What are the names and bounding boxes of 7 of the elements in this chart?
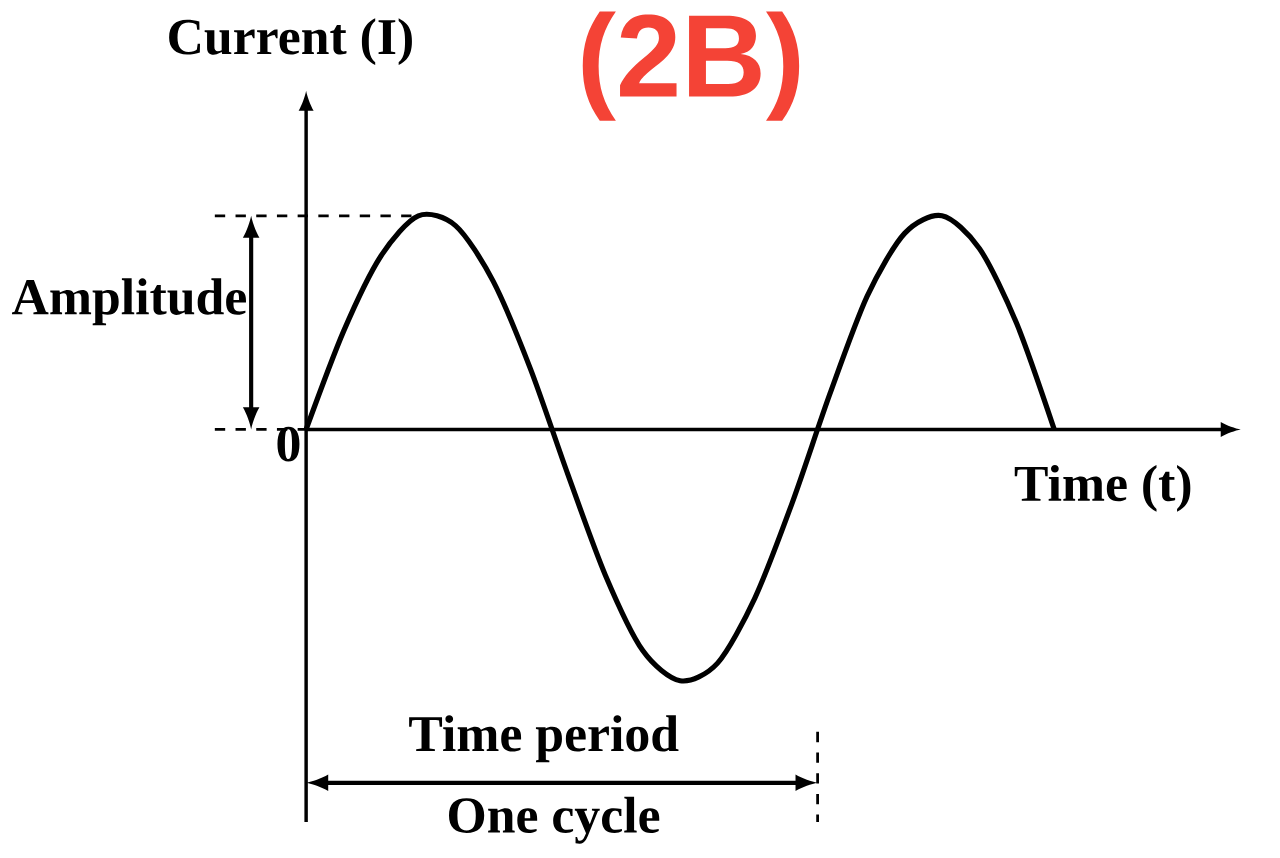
text: Time period [409, 715, 679, 762]
x-axis-title: Time (t) [1014, 464, 1191, 512]
y-axis-title: Current (I) [169, 17, 412, 65]
text: Amplitude [12, 278, 246, 326]
chart-title: (2B) [582, 11, 800, 121]
annotation: 0 [277, 426, 300, 462]
text: One cycle [449, 796, 660, 844]
